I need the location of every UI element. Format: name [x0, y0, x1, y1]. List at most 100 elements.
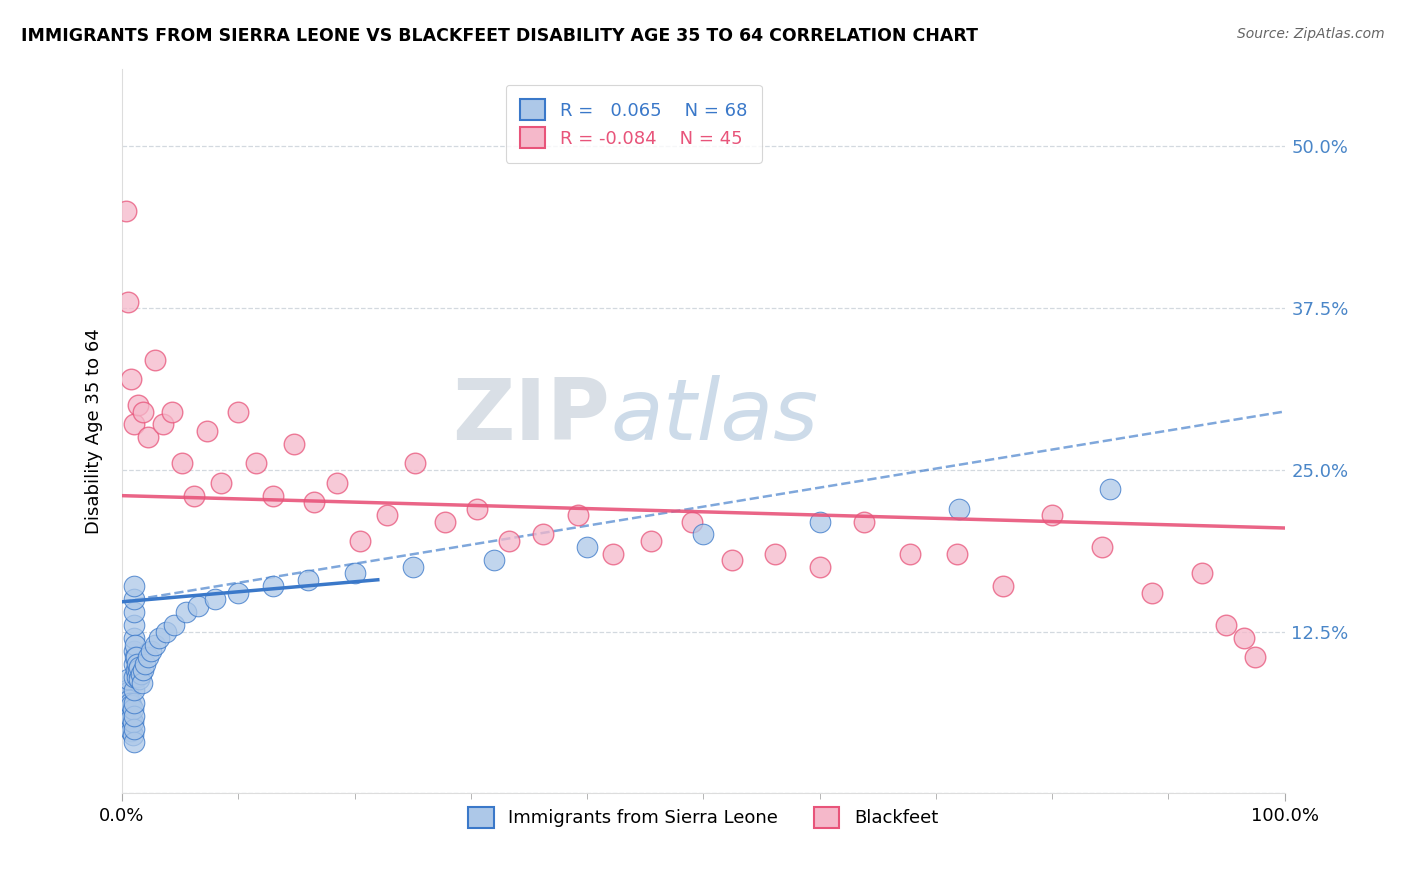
- Point: [343, 566, 366, 581]
- Text: IMMIGRANTS FROM SIERRA LEONE VS BLACKFEET DISABILITY AGE 35 TO 64 CORRELATION CH: IMMIGRANTS FROM SIERRA LEONE VS BLACKFEE…: [21, 27, 979, 45]
- Point: [127, 657, 149, 671]
- Point: [114, 696, 136, 710]
- Point: [120, 698, 142, 713]
- Point: [122, 579, 145, 593]
- Point: [117, 673, 139, 687]
- Point: [349, 533, 371, 548]
- Point: [120, 724, 142, 739]
- Point: [117, 685, 139, 699]
- Point: [1140, 585, 1163, 599]
- Point: [121, 702, 143, 716]
- Point: [121, 715, 143, 730]
- Point: [139, 644, 162, 658]
- Point: [160, 404, 183, 418]
- Point: [118, 706, 141, 720]
- Point: [114, 203, 136, 218]
- Point: [204, 592, 226, 607]
- Point: [122, 682, 145, 697]
- Legend: Immigrants from Sierra Leone, Blackfeet: Immigrants from Sierra Leone, Blackfeet: [461, 800, 945, 835]
- Point: [118, 693, 141, 707]
- Point: [1215, 618, 1237, 632]
- Point: [122, 670, 145, 684]
- Text: atlas: atlas: [610, 375, 818, 458]
- Point: [945, 547, 967, 561]
- Point: [115, 682, 138, 697]
- Point: [402, 559, 425, 574]
- Point: [143, 638, 166, 652]
- Point: [125, 664, 148, 678]
- Point: [404, 456, 426, 470]
- Point: [1040, 508, 1063, 522]
- Point: [283, 437, 305, 451]
- Point: [131, 676, 153, 690]
- Point: [129, 667, 152, 681]
- Point: [127, 664, 149, 678]
- Point: [993, 579, 1015, 593]
- Point: [498, 533, 520, 548]
- Point: [148, 631, 170, 645]
- Point: [1091, 541, 1114, 555]
- Point: [187, 599, 209, 613]
- Point: [120, 722, 142, 736]
- Y-axis label: Disability Age 35 to 64: Disability Age 35 to 64: [86, 328, 103, 533]
- Point: [132, 664, 155, 678]
- Point: [127, 398, 149, 412]
- Point: [195, 424, 218, 438]
- Point: [128, 673, 150, 687]
- Point: [143, 352, 166, 367]
- Point: [1191, 566, 1213, 581]
- Point: [132, 404, 155, 418]
- Point: [117, 711, 139, 725]
- Point: [122, 734, 145, 748]
- Point: [567, 508, 589, 522]
- Point: [117, 698, 139, 713]
- Point: [120, 372, 142, 386]
- Point: [136, 650, 159, 665]
- Point: [121, 728, 143, 742]
- Point: [163, 618, 186, 632]
- Point: [763, 547, 786, 561]
- Point: [681, 515, 703, 529]
- Point: [122, 631, 145, 645]
- Point: [136, 430, 159, 444]
- Point: [602, 547, 624, 561]
- Point: [692, 527, 714, 541]
- Point: [120, 696, 142, 710]
- Point: [122, 708, 145, 723]
- Point: [118, 719, 141, 733]
- Point: [122, 417, 145, 432]
- Point: [122, 618, 145, 632]
- Point: [174, 605, 197, 619]
- Point: [1099, 482, 1122, 496]
- Point: [852, 515, 875, 529]
- Point: [117, 294, 139, 309]
- Point: [122, 722, 145, 736]
- Point: [226, 585, 249, 599]
- Point: [465, 501, 488, 516]
- Point: [155, 624, 177, 639]
- Point: [115, 690, 138, 704]
- Point: [128, 659, 150, 673]
- Point: [302, 495, 325, 509]
- Text: ZIP: ZIP: [453, 375, 610, 458]
- Point: [262, 489, 284, 503]
- Point: [120, 711, 142, 725]
- Point: [808, 515, 831, 529]
- Point: [245, 456, 267, 470]
- Point: [482, 553, 505, 567]
- Point: [640, 533, 662, 548]
- Point: [209, 475, 232, 490]
- Point: [172, 456, 194, 470]
- Point: [576, 541, 599, 555]
- Point: [124, 638, 146, 652]
- Point: [134, 657, 156, 671]
- Point: [115, 702, 138, 716]
- Point: [226, 404, 249, 418]
- Point: [375, 508, 398, 522]
- Point: [124, 650, 146, 665]
- Point: [122, 605, 145, 619]
- Point: [262, 579, 284, 593]
- Point: [808, 559, 831, 574]
- Text: Source: ZipAtlas.com: Source: ZipAtlas.com: [1237, 27, 1385, 41]
- Point: [326, 475, 349, 490]
